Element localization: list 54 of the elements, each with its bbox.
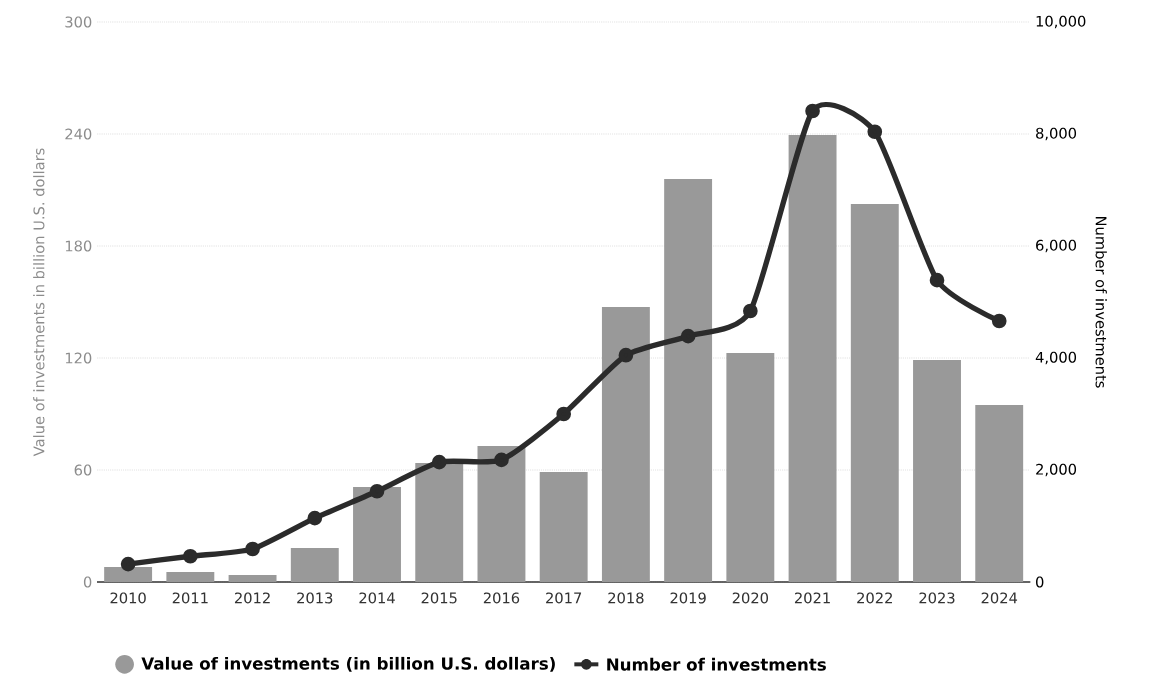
y2-axis-title: Number of investments bbox=[1095, 217, 1107, 388]
point bbox=[494, 452, 509, 468]
x-tick-label: 2024 bbox=[981, 592, 1018, 604]
x-tick-label: 2014 bbox=[359, 592, 395, 604]
x-tick-label: 2013 bbox=[297, 592, 333, 604]
y-tick-label: 60 bbox=[74, 464, 92, 476]
bar bbox=[415, 463, 464, 582]
point bbox=[556, 406, 572, 422]
point bbox=[431, 454, 447, 470]
bar bbox=[166, 571, 215, 582]
x-tick-label: 2012 bbox=[234, 592, 270, 604]
y-tick-label: 180 bbox=[65, 240, 92, 252]
y-tick-label: 0 bbox=[83, 576, 92, 588]
legend-label: Value of investments (in billion U.S. dollars) bbox=[141, 656, 555, 672]
x-tick-label: 2015 bbox=[421, 592, 457, 604]
y2-tick-label: 4,000 bbox=[1035, 351, 1077, 365]
y-tick-label: 300 bbox=[65, 16, 92, 28]
bar bbox=[290, 548, 339, 582]
bar bbox=[353, 486, 401, 582]
x-tick-label: 2020 bbox=[732, 592, 769, 604]
point bbox=[120, 556, 136, 572]
point bbox=[805, 103, 820, 119]
bar bbox=[104, 567, 153, 582]
y-tick-label: 240 bbox=[65, 128, 92, 140]
x-tick-label: 2016 bbox=[483, 592, 520, 604]
x-tick-label: 2017 bbox=[546, 592, 582, 604]
y2-tick-label: 8,000 bbox=[1036, 127, 1077, 141]
point bbox=[307, 510, 323, 526]
point bbox=[929, 272, 945, 288]
point bbox=[618, 347, 634, 363]
x-tick-label: 2022 bbox=[857, 592, 892, 604]
x-tick-label: 2010 bbox=[110, 592, 146, 604]
x-tick-label: 2023 bbox=[919, 592, 955, 604]
y2-tick-label: 2,000 bbox=[1036, 463, 1077, 477]
x-tick-label: 2021 bbox=[794, 592, 830, 604]
y-tick-label: 120 bbox=[65, 352, 92, 364]
point bbox=[991, 313, 1007, 329]
x-tick-label: 2018 bbox=[608, 592, 644, 604]
y-axis-title: Value of investments in billion U.S. dollars bbox=[33, 148, 45, 457]
y2-tick-label: 0 bbox=[1036, 576, 1044, 588]
point bbox=[680, 328, 696, 344]
bar bbox=[228, 575, 277, 582]
bar bbox=[601, 307, 650, 582]
point bbox=[183, 548, 198, 564]
point bbox=[867, 124, 883, 140]
point bbox=[245, 541, 260, 557]
point bbox=[369, 483, 385, 499]
bar bbox=[726, 352, 775, 582]
y2-tick-label: 6,000 bbox=[1036, 239, 1077, 253]
x-tick-label: 2019 bbox=[670, 592, 706, 604]
legend-label: Number of investments bbox=[607, 657, 826, 671]
y2-tick-label: 10,000 bbox=[1036, 15, 1086, 29]
x-tick-label: 2011 bbox=[172, 592, 208, 604]
point bbox=[743, 303, 758, 319]
